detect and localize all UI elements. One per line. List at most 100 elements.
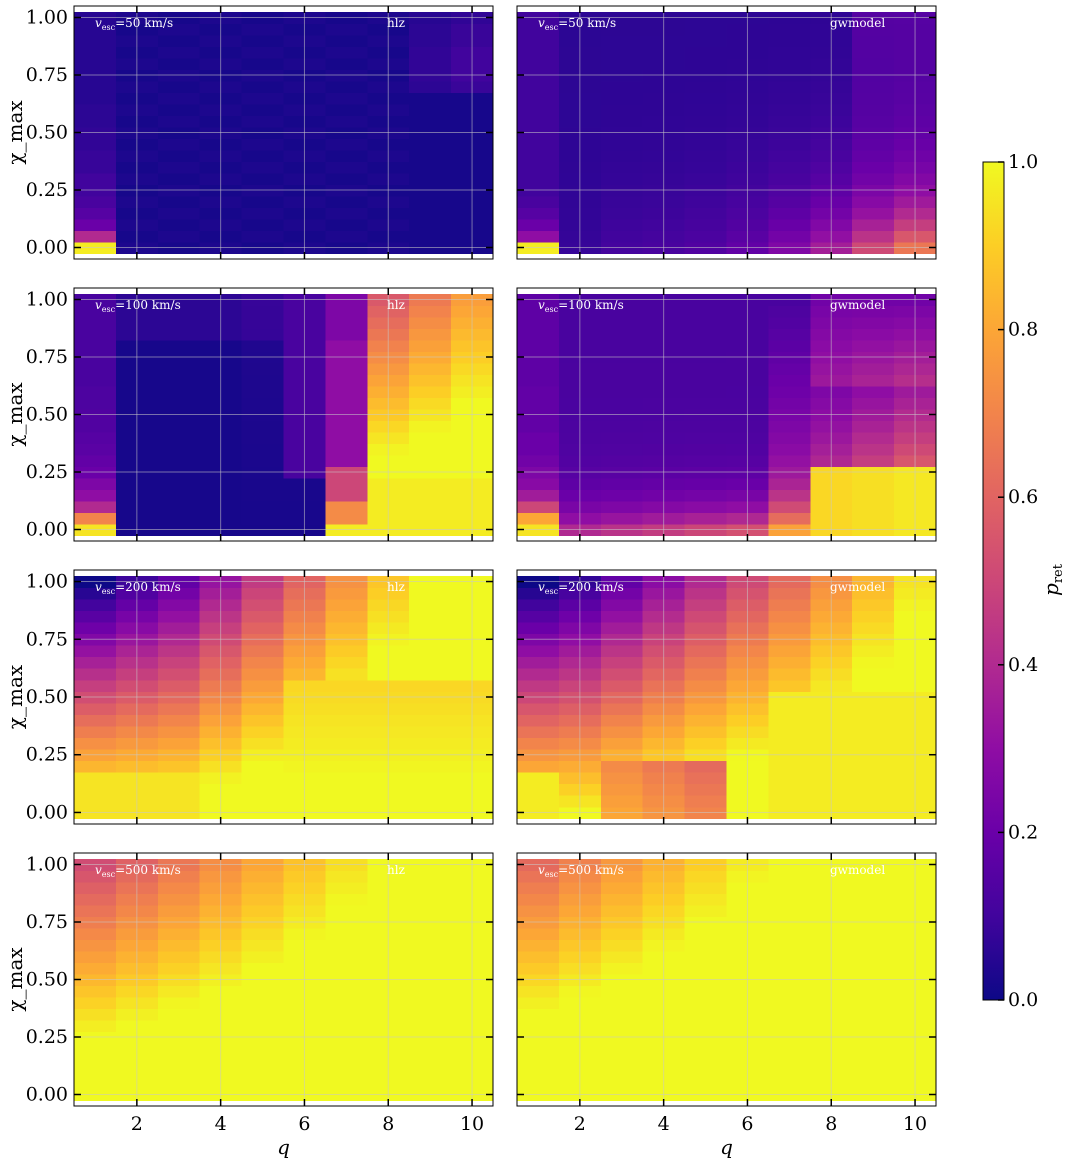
heatmap-cell [241, 385, 285, 398]
heatmap-cell [409, 161, 452, 174]
heatmap-cell [74, 656, 117, 669]
heatmap-cell [684, 962, 728, 975]
heatmap-cell [600, 760, 644, 773]
heatmap-cell [768, 587, 811, 600]
heatmap-cell [517, 161, 560, 174]
heatmap-cell [768, 46, 811, 59]
heatmap-cell [157, 881, 201, 894]
heatmap-cell [157, 207, 201, 220]
colorbar-label: pret [1039, 563, 1066, 596]
heatmap-cell [157, 115, 201, 128]
colorbar-tick-label: 1.0 [1008, 151, 1038, 173]
vesc-label: vesc=50 km/s [538, 16, 616, 32]
heatmap-cell [684, 374, 728, 387]
heatmap-cell [241, 1019, 285, 1032]
heatmap-cell [600, 500, 644, 513]
heatmap-cell [517, 985, 560, 998]
heatmap-cell [768, 339, 811, 352]
heatmap-cell [768, 489, 811, 502]
heatmap-cell [325, 92, 368, 105]
heatmap-cell [852, 80, 895, 93]
heatmap-cell [157, 443, 201, 456]
heatmap-cell [600, 1065, 644, 1078]
heatmap-cell [157, 477, 201, 490]
heatmap-cell [325, 881, 368, 894]
heatmap-cell [157, 138, 201, 151]
heatmap-cell [852, 893, 895, 906]
heatmap-cell [157, 34, 201, 47]
heatmap-cell [684, 339, 728, 352]
heatmap-cell [157, 57, 201, 70]
heatmap-cell [409, 195, 452, 208]
heatmap-cell [241, 904, 285, 917]
heatmap-cell [409, 374, 452, 387]
y-tick-label: 1.00 [26, 289, 68, 311]
heatmap-cell [325, 783, 368, 796]
heatmap-cell [325, 1019, 368, 1032]
heatmap-cell [409, 645, 452, 658]
heatmap-cell [325, 587, 368, 600]
heatmap-cell [684, 207, 728, 220]
heatmap-cell [684, 772, 728, 785]
colorbar: 0.0 0.2 0.4 0.6 0.8 1.0 pret [982, 151, 1066, 1011]
heatmap-cell [517, 881, 560, 894]
heatmap-cell [852, 23, 895, 36]
heatmap-cell [517, 477, 560, 490]
y-tick-label: 0.50 [26, 404, 68, 426]
heatmap-cell [600, 881, 644, 894]
heatmap-cell [157, 985, 201, 998]
heatmap-cell [325, 1077, 368, 1090]
heatmap-cell [852, 1008, 895, 1021]
heatmap-cell [768, 80, 811, 93]
colorbar-tick-label: 0.6 [1008, 486, 1038, 508]
heatmap-cell [74, 1065, 117, 1078]
heatmap-cell [852, 316, 895, 329]
heatmap-cell [74, 230, 117, 243]
heatmap-cell [852, 656, 895, 669]
heatmap-cell [241, 161, 285, 174]
y-tick-label: 0.75 [26, 628, 68, 650]
heatmap-cell [409, 1042, 452, 1055]
y-tick-label: 0.00 [26, 801, 68, 823]
heatmap-cell [852, 230, 895, 243]
heatmap-cell [684, 23, 728, 36]
heatmap-cell [852, 57, 895, 70]
heatmap-cell [852, 737, 895, 750]
heatmap-cell [768, 92, 811, 105]
heatmap-cell [852, 500, 895, 513]
heatmap-cell [600, 420, 644, 433]
heatmap-cell [768, 1008, 811, 1021]
heatmap-cell [409, 489, 452, 502]
heatmap-cell [684, 656, 728, 669]
heatmap-cell [517, 115, 560, 128]
heatmap-cell [409, 962, 452, 975]
heatmap-cell [684, 668, 728, 681]
heatmap-cell [74, 1054, 117, 1067]
heatmap-cell [517, 489, 560, 502]
heatmap-cell [684, 218, 728, 231]
heatmap-cell [517, 656, 560, 669]
heatmap-cell [517, 218, 560, 231]
heatmap-cell [74, 679, 117, 692]
y-axis-label: χ_max [3, 100, 27, 165]
heatmap-cell [684, 621, 728, 635]
heatmap-cell [600, 489, 644, 502]
heatmap-cell [241, 230, 285, 243]
heatmap-cell [409, 34, 452, 47]
heatmap-cell [852, 218, 895, 231]
heatmap-cell [852, 420, 895, 433]
vesc-label: vesc=500 km/s [538, 863, 624, 879]
heatmap-cell [684, 80, 728, 93]
heatmap-cell [325, 645, 368, 658]
vesc-label: vesc=100 km/s [538, 298, 624, 314]
heatmap-cell [600, 621, 644, 635]
heatmap-cell [241, 1042, 285, 1055]
y-tick-label: 0.00 [26, 1084, 68, 1106]
heatmap-cell [157, 92, 201, 105]
heatmap-cell [852, 339, 895, 352]
heatmap-cell [157, 328, 201, 341]
heatmap-cell [517, 714, 560, 727]
heatmap-cell [684, 500, 728, 513]
heatmap-cell [409, 385, 452, 398]
heatmap-cell [768, 950, 811, 963]
